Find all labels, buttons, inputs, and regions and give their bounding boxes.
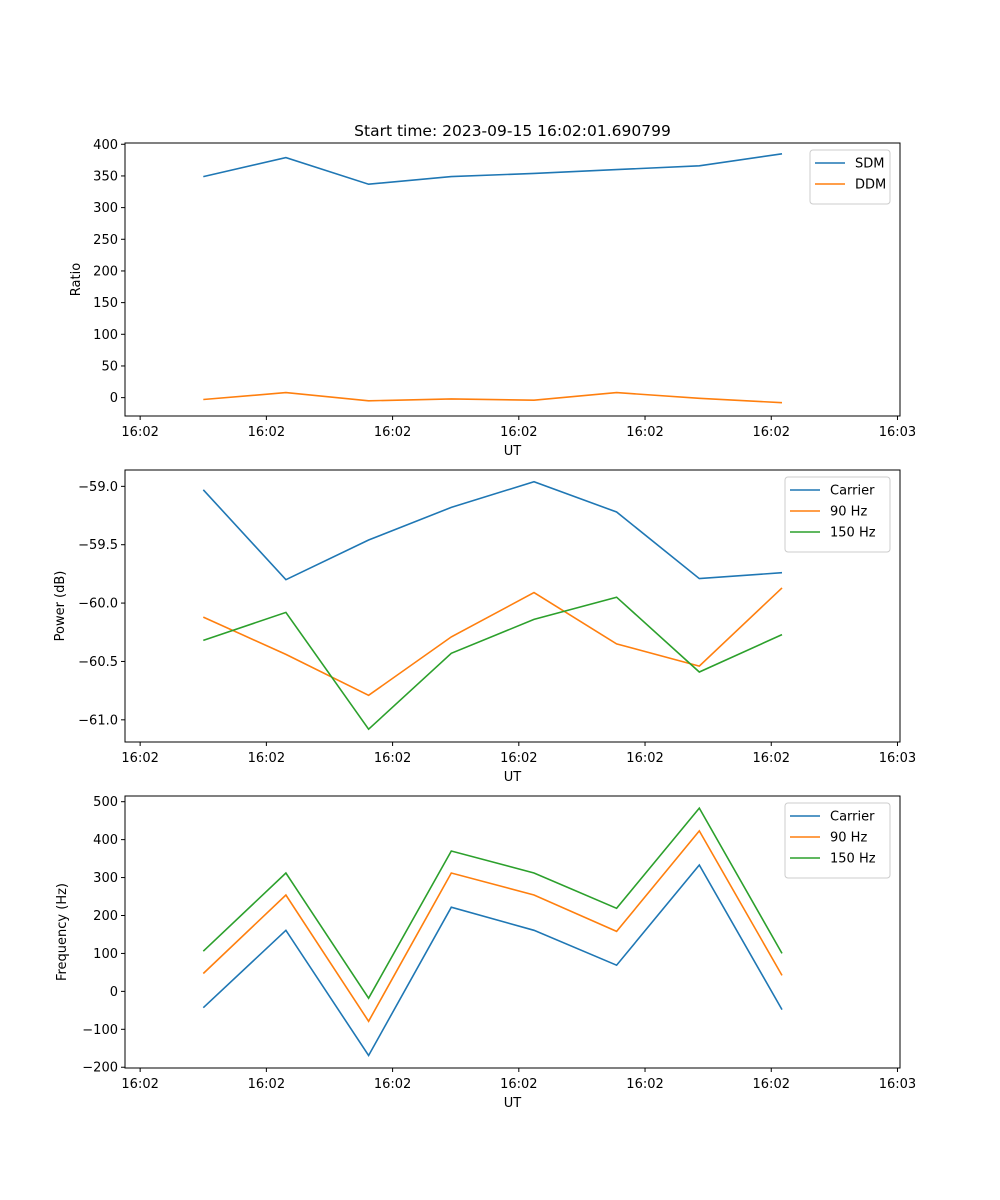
x-tick-label: 16:02 xyxy=(121,425,158,440)
legend-label: DDM xyxy=(855,178,886,193)
x-tick-label: 16:02 xyxy=(500,425,537,440)
x-tick-label: 16:02 xyxy=(121,751,158,766)
y-tick-label: −60.0 xyxy=(78,597,118,612)
legend: Carrier 90 Hz 150 Hz xyxy=(784,802,891,879)
x-axis-label: UT xyxy=(504,444,522,459)
x-tick-label: 16:02 xyxy=(626,751,663,766)
y-tick-label: 100 xyxy=(93,947,118,962)
x-tick-label: 16:02 xyxy=(374,751,411,766)
x-tick-label: 16:02 xyxy=(500,1077,537,1092)
x-tick-label: 16:03 xyxy=(879,425,916,440)
y-tick-label: 300 xyxy=(93,201,118,216)
y-axis-label: Frequency (Hz) xyxy=(55,883,70,981)
x-tick-label: 16:02 xyxy=(753,425,790,440)
y-tick-label: −59.5 xyxy=(78,538,118,553)
x-axis-label: UT xyxy=(504,1096,522,1111)
series-line-90-hz xyxy=(202,829,783,1023)
y-axis-label: Power (dB) xyxy=(53,571,68,642)
series-line-ddm xyxy=(203,391,783,404)
y-tick-label: −100 xyxy=(82,1023,118,1038)
legend-label: 150 Hz xyxy=(830,852,876,867)
y-axis-label: Ratio xyxy=(69,263,84,296)
x-tick-label: 16:02 xyxy=(248,751,285,766)
legend-label: SDM xyxy=(855,157,884,172)
x-tick-label: 16:02 xyxy=(374,425,411,440)
y-tick-label: 300 xyxy=(93,871,118,886)
x-tick-label: 16:02 xyxy=(121,1077,158,1092)
series-line-carrier xyxy=(202,480,783,581)
x-tick-label: 16:02 xyxy=(374,1077,411,1092)
y-tick-label: −200 xyxy=(82,1061,118,1076)
x-tick-label: 16:02 xyxy=(626,425,663,440)
y-tick-label: 200 xyxy=(93,264,118,279)
legend-label: 90 Hz xyxy=(830,831,867,846)
legend: Carrier 90 Hz 150 Hz xyxy=(784,476,891,553)
x-tick-label: 16:03 xyxy=(879,1077,916,1092)
y-tick-label: 250 xyxy=(93,233,118,248)
series-line-150-hz xyxy=(202,806,783,1000)
legend-label: 90 Hz xyxy=(830,505,867,520)
y-tick-label: 150 xyxy=(93,296,118,311)
series-line-sdm xyxy=(203,153,783,186)
legend-box xyxy=(784,476,891,553)
x-tick-label: 16:02 xyxy=(500,751,537,766)
y-tick-label: 200 xyxy=(93,909,118,924)
figure-title: Start time: 2023-09-15 16:02:01.690799 xyxy=(354,122,671,140)
axes-frame xyxy=(124,142,901,417)
y-tick-label: 400 xyxy=(93,833,118,848)
x-tick-label: 16:03 xyxy=(879,751,916,766)
y-tick-label: −59.0 xyxy=(78,480,118,495)
series-line-carrier xyxy=(202,863,783,1058)
y-tick-label: 0 xyxy=(110,985,118,1000)
x-tick-label: 16:02 xyxy=(248,425,285,440)
legend-label: Carrier xyxy=(830,484,875,499)
legend: SDM DDM xyxy=(809,149,891,205)
legend-box xyxy=(784,802,891,879)
x-axis-label: UT xyxy=(504,770,522,785)
y-tick-label: 0 xyxy=(110,391,118,406)
y-tick-label: −60.5 xyxy=(78,655,118,670)
series-line-150-hz xyxy=(203,596,783,731)
x-tick-label: 16:02 xyxy=(753,751,790,766)
y-tick-label: 100 xyxy=(93,328,118,343)
series-line-90-hz xyxy=(202,587,783,697)
x-tick-label: 16:02 xyxy=(626,1077,663,1092)
axes-frame xyxy=(124,469,901,743)
legend-label: 150 Hz xyxy=(830,526,876,541)
panel-2: −61.0 −60.5 −60.0 −59.5 −59.0 16:02 16:02 16:02… xyxy=(53,469,916,785)
panel-3: −200 −100 0 100 200 300 400 500 16:02 16:02 16:02 1… xyxy=(55,795,916,1111)
axes-frame xyxy=(124,795,901,1069)
y-tick-label: 500 xyxy=(93,795,118,810)
x-tick-label: 16:02 xyxy=(753,1077,790,1092)
legend-label: Carrier xyxy=(830,810,875,825)
y-tick-label: 400 xyxy=(93,138,118,153)
y-tick-label: 50 xyxy=(101,359,118,374)
y-tick-label: 350 xyxy=(93,169,118,184)
x-tick-label: 16:02 xyxy=(248,1077,285,1092)
panels: 0 50 100 150 200 250 300 350 400 16:02 16:02 16:02 1… xyxy=(53,138,916,1111)
panel-1: 0 50 100 150 200 250 300 350 400 16:02 16:02 16:02 1… xyxy=(69,138,916,459)
y-tick-label: −61.0 xyxy=(78,713,118,728)
